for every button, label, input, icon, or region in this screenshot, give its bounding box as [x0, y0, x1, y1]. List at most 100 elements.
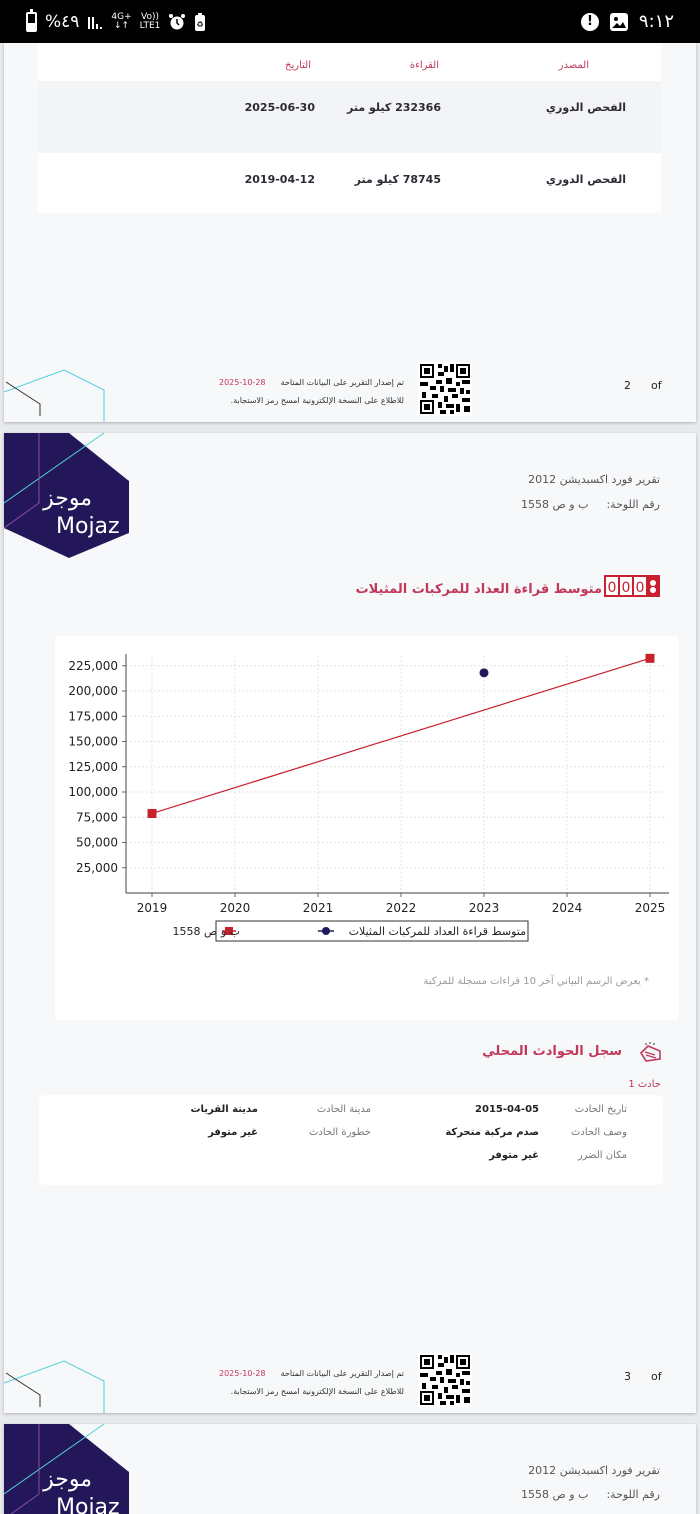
chart-note: * يعرض الرسم البياني آخر 10 قراءات مسجلة… [423, 976, 649, 987]
chart-series [147, 653, 655, 818]
report-page-3: موجز Mojaz تقرير فورد اكسبديشن 2012 رقم … [4, 433, 696, 1413]
issued-text: تم إصدار التقرير على البيانات المتاحة [280, 1369, 404, 1378]
row-source: الفحص الدوري [545, 101, 626, 114]
svg-text:175,000: 175,000 [68, 709, 118, 723]
svg-text:0: 0 [608, 580, 617, 596]
svg-text:25,000: 25,000 [76, 861, 118, 875]
table-row: الفحص الدوري 232366 كيلو متر 2025-06-30 [38, 81, 661, 153]
svg-text:2025: 2025 [635, 901, 666, 915]
signal-icon [88, 17, 103, 29]
page-number: 3 [624, 1370, 631, 1383]
hexagon-decoration [4, 369, 105, 422]
network-type: 4G+ ↓↑ [111, 12, 132, 31]
accident-severity-value: غير متوفر [208, 1127, 258, 1138]
page-of-label: of [651, 379, 662, 392]
battery-icon [26, 9, 37, 32]
damage-location-label: مكان الضرر [577, 1150, 627, 1161]
svg-text:50,000: 50,000 [76, 836, 118, 850]
row-date: 2025-06-30 [244, 101, 315, 114]
accident-date-value: 2015-04-05 [475, 1104, 539, 1115]
mojaz-logo: موجز Mojaz [4, 433, 129, 558]
alert-icon: ! [580, 12, 599, 31]
table-row: الفحص الدوري 78745 كيلو متر 2019-04-12 [38, 153, 661, 213]
accident-city-label: مدينة الحادث [316, 1104, 371, 1115]
row-reading: 78745 كيلو متر [354, 173, 441, 186]
chart-axes: 25,000 50,000 75,000 100,000 125,000 150,000 1… [68, 654, 669, 915]
plate-number: رقم اللوحة: ب و ص 1558 [521, 498, 660, 511]
svg-text:ب و ص 1558: ب و ص 1558 [173, 925, 240, 938]
report-page-4: موجز Mojaz تقرير فورد اكسبديشن 2012 رقم … [4, 1424, 696, 1514]
odometer-readings-table: المصدر القراءة التاريخ الفحص الدوري 2323… [38, 43, 661, 213]
svg-text:225,000: 225,000 [68, 659, 118, 673]
issued-date: 2025-10-28 [219, 378, 266, 387]
header-reading: القراءة [409, 60, 439, 71]
qr-code[interactable] [418, 1353, 472, 1407]
recycle-icon: ♻ [195, 13, 206, 31]
mojaz-logo: موجز Mojaz [4, 1424, 129, 1514]
plate-number: رقم اللوحة: ب و ص 1558 [521, 1488, 660, 1501]
odometer-section-title: متوسط قراءة العداد للمركبات المثيلات [355, 582, 602, 597]
page-number: 2 [624, 379, 631, 392]
damage-location-value: غير متوفر [489, 1150, 539, 1161]
volte-indicator: Vo)) LTE1 [139, 12, 161, 31]
car-crash-icon [639, 1042, 661, 1062]
status-bar: %٤٩ 4G+ ↓↑ Vo)) LTE1 ♻ ! ٩:١٢ [0, 0, 700, 43]
plate-value: ب و ص 1558 [521, 498, 589, 511]
svg-text:0: 0 [636, 580, 645, 596]
battery-percent: %٤٩ [45, 12, 80, 32]
row-source: الفحص الدوري [545, 173, 626, 186]
accident-severity-label: خطورة الحادث [309, 1127, 371, 1138]
header-date: التاريخ [285, 60, 311, 71]
plate-label: رقم اللوحة: [606, 1488, 660, 1501]
issued-date: 2025-10-28 [219, 1369, 266, 1378]
svg-text:Mojaz: Mojaz [56, 1495, 120, 1514]
clock: ٩:١٢ [638, 11, 674, 32]
svg-text:2023: 2023 [469, 901, 500, 915]
report-title: تقرير فورد اكسبديشن 2012 [528, 1464, 660, 1477]
report-page-2: المصدر القراءة التاريخ الفحص الدوري 2323… [4, 43, 696, 422]
svg-text:125,000: 125,000 [68, 760, 118, 774]
accident-city-value: مدينة القريات [190, 1104, 258, 1115]
svg-text:متوسط قراءة العداد للمركبات ال: متوسط قراءة العداد للمركبات المثيلات [349, 925, 526, 938]
qr-code[interactable] [418, 362, 472, 416]
scan-instruction: للاطلاع على النسخة الإلكترونية امسح رمز … [230, 1387, 404, 1396]
svg-text:2019: 2019 [137, 901, 168, 915]
svg-text:2022: 2022 [386, 901, 417, 915]
accident-number: حادث 1 [628, 1079, 661, 1090]
accidents-section-title: سجل الحوادث المحلي [482, 1044, 622, 1059]
odometer-chart: 25,000 50,000 75,000 100,000 125,000 150,000 1… [55, 636, 679, 1020]
status-right: ! ٩:١٢ [580, 11, 674, 32]
svg-text:200,000: 200,000 [68, 684, 118, 698]
odometer-icon: 0 0 0 [604, 575, 660, 597]
chart-legend: ب و ص 1558 متوسط قراءة العداد للمركبات ال… [173, 920, 529, 942]
scan-instruction: للاطلاع على النسخة الإلكترونية امسح رمز … [230, 396, 404, 405]
accident-card: تاريخ الحادث 2015-04-05 مدينة الحادث مدي… [39, 1095, 663, 1185]
row-date: 2019-04-12 [244, 173, 315, 186]
accident-desc-value: صدم مركبة متحركة [445, 1127, 539, 1138]
page-footer: تم إصدار التقرير على البيانات المتاحة 20… [4, 1343, 696, 1413]
report-title: تقرير فورد اكسبديشن 2012 [528, 473, 660, 486]
chart-grid [126, 656, 667, 893]
svg-text:♻: ♻ [197, 20, 204, 29]
hexagon-decoration [4, 1360, 105, 1413]
line-chart: 25,000 50,000 75,000 100,000 125,000 150,000 1… [68, 653, 669, 942]
svg-text:2020: 2020 [220, 901, 251, 915]
svg-text:موجز: موجز [42, 486, 92, 511]
svg-text:موجز: موجز [42, 1467, 92, 1492]
svg-text:2024: 2024 [552, 901, 583, 915]
table-header: المصدر القراءة التاريخ [38, 43, 661, 81]
svg-text:Mojaz: Mojaz [56, 514, 120, 539]
page-of-label: of [651, 1370, 662, 1383]
plate-value: ب و ص 1558 [521, 1488, 589, 1501]
page-indicator: 2 of [624, 379, 662, 392]
status-left: %٤٩ 4G+ ↓↑ Vo)) LTE1 ♻ [26, 9, 206, 32]
svg-text:0: 0 [622, 580, 631, 596]
row-reading: 232366 كيلو متر [346, 101, 441, 114]
image-icon [609, 12, 628, 31]
accident-desc-label: وصف الحادث [570, 1127, 627, 1138]
svg-text:150,000: 150,000 [68, 735, 118, 749]
accident-date-label: تاريخ الحادث [574, 1104, 627, 1115]
svg-text:75,000: 75,000 [76, 810, 118, 824]
issued-text: تم إصدار التقرير على البيانات المتاحة [280, 378, 404, 387]
header-source: المصدر [558, 60, 589, 71]
